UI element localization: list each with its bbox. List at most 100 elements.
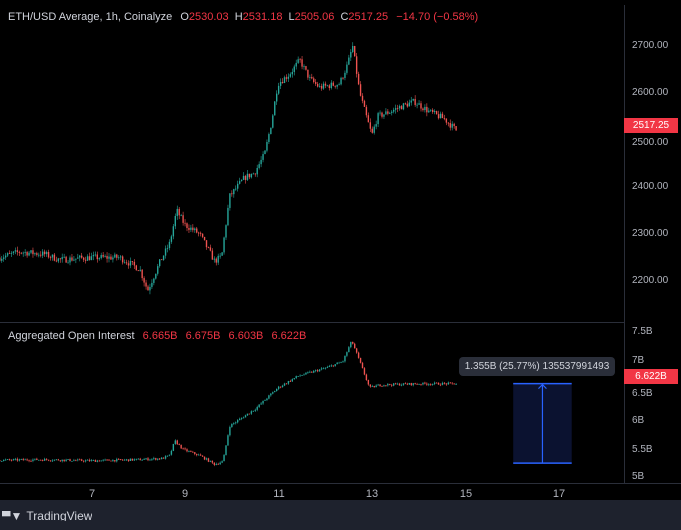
oi-candle — [235, 422, 237, 424]
price-candle — [116, 254, 118, 258]
oi-candle — [71, 460, 73, 462]
oi-candle — [274, 391, 276, 393]
oi-candle — [116, 459, 118, 462]
oi-candle — [402, 383, 405, 385]
oi-candle — [201, 455, 204, 457]
oi-candle — [104, 459, 106, 461]
tradingview-logo[interactable]: ▀▼ TradingView — [2, 511, 92, 521]
chart-plot[interactable] — [0, 0, 681, 500]
pane-separator[interactable] — [0, 322, 624, 323]
price-tick: 2400.00 — [632, 181, 669, 192]
price-candle — [274, 101, 276, 116]
oi-candle — [112, 460, 114, 462]
price-candle — [297, 59, 299, 63]
low-label: L — [288, 11, 295, 23]
oi-candle — [426, 383, 428, 385]
price-candle — [291, 71, 294, 75]
oi-candle — [240, 417, 243, 419]
price-candle — [133, 261, 136, 266]
price-candle — [361, 95, 364, 101]
price-candle — [79, 255, 81, 258]
oi-candle — [139, 458, 141, 461]
price-tick: 2200.00 — [632, 275, 669, 286]
oi-candle — [250, 411, 253, 414]
time-tick: 9 — [181, 488, 189, 500]
oi-candle — [264, 400, 266, 401]
price-candle — [151, 282, 153, 287]
price-candle — [100, 254, 102, 259]
price-candle — [414, 98, 416, 105]
oi-candle — [350, 341, 352, 348]
price-candle — [272, 115, 274, 128]
oi-candle — [120, 459, 122, 460]
price-candle — [194, 228, 196, 231]
oi-candle — [363, 368, 366, 375]
price-candle — [235, 188, 237, 190]
price-candle — [340, 77, 342, 85]
oi-candle — [342, 361, 344, 363]
oi-candle — [108, 459, 110, 461]
oi-candle — [141, 459, 143, 461]
price-candle — [192, 227, 194, 231]
price-candle — [86, 256, 89, 261]
oi-high: 6.675B — [185, 330, 221, 342]
price-candle — [250, 173, 253, 178]
oi-candle — [277, 386, 280, 389]
oi-candle — [77, 459, 79, 461]
price-candle — [120, 256, 122, 258]
price-candle — [137, 270, 139, 272]
price-candle — [69, 257, 71, 263]
price-candle — [155, 273, 157, 279]
price-candle — [184, 222, 186, 224]
oi-candle — [36, 458, 38, 461]
price-candle — [108, 256, 110, 259]
price-candle — [354, 45, 356, 57]
oi-candle — [332, 365, 334, 367]
price-candle — [24, 252, 26, 253]
oi-candle — [176, 440, 178, 445]
oi-candle — [359, 357, 362, 363]
price-candle — [149, 286, 151, 291]
oi-candle — [203, 456, 206, 460]
oi-candle — [357, 352, 360, 358]
price-candle — [371, 128, 373, 133]
oi-title[interactable]: Aggregated Open Interest — [8, 330, 135, 342]
price-candle — [346, 64, 348, 73]
price-candle — [223, 237, 225, 253]
oi-candle — [114, 460, 116, 462]
arrow-up-icon — [538, 383, 547, 390]
oi-candle — [227, 435, 229, 446]
oi-candle — [443, 382, 446, 384]
oi-candle — [213, 462, 216, 465]
oi-candle — [102, 459, 104, 461]
price-candle — [264, 150, 266, 155]
oi-candle — [367, 379, 370, 385]
oi-candle — [412, 383, 414, 386]
oi-candle — [260, 403, 262, 405]
price-candle — [55, 260, 58, 262]
price-candle — [439, 113, 442, 119]
price-candle — [121, 256, 124, 263]
close-label: C — [340, 11, 349, 23]
price-candle — [418, 103, 420, 105]
price-candle — [10, 252, 13, 254]
oi-candle — [205, 458, 208, 460]
oi-candle — [340, 361, 342, 363]
price-candle — [47, 252, 50, 258]
oi-candle — [106, 459, 108, 461]
oi-candle — [172, 443, 175, 451]
price-candle — [449, 123, 451, 128]
price-candle — [172, 226, 175, 237]
symbol-title[interactable]: ETH/USD Average, 1h, Coinalyze — [8, 11, 173, 23]
oi-candle — [180, 444, 182, 449]
oi-candle — [355, 348, 358, 353]
oi-candle — [40, 459, 42, 461]
price-candle — [129, 261, 132, 266]
oi-candle — [422, 382, 424, 385]
price-tick: 2700.00 — [632, 40, 669, 51]
price-candle — [98, 258, 100, 260]
price-candle — [190, 227, 192, 230]
oi-candle — [439, 384, 442, 386]
oi-candle — [385, 385, 387, 387]
price-candle — [211, 250, 214, 260]
